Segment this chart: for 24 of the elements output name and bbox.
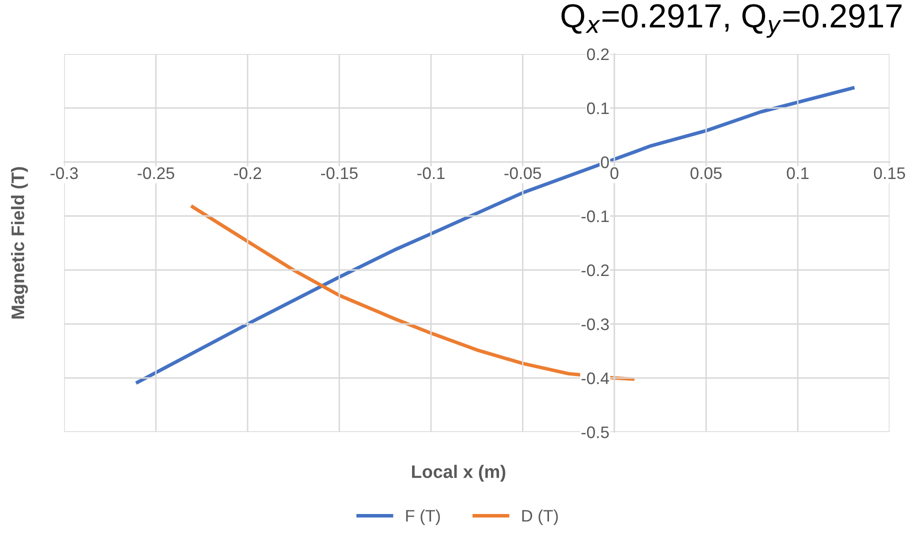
legend-label: F (T) [406, 509, 440, 525]
x-tick-label: 0.15 [874, 167, 906, 180]
y-axis-title: Magnetic Field (T) [11, 167, 28, 319]
x-tick-label: -0.15 [321, 167, 358, 180]
x-tick-label: -0.25 [138, 167, 174, 180]
legend-label: D (T) [522, 509, 558, 525]
x-tick-label: -0.3 [50, 167, 78, 180]
chart-title: Q$_{x}$=0.2917, Q$_{y}$=0.2917 [561, 4, 902, 38]
y-tick-label: 0 [600, 156, 609, 168]
y-tick-label: -0.4 [582, 372, 610, 384]
y-tick-label: -0.2 [582, 264, 609, 276]
y-tick-label: 0.1 [587, 102, 609, 114]
x-tick-label: 0 [610, 167, 618, 180]
y-tick-label: 0.2 [587, 48, 609, 60]
x-tick-label: 0.1 [786, 167, 809, 180]
x-tick-label: 0.05 [690, 167, 722, 180]
x-tick-label: -0.1 [417, 167, 445, 180]
line-series [136, 86, 855, 384]
y-tick-label: -0.5 [582, 426, 609, 438]
x-tick-label: -0.05 [504, 167, 541, 180]
y-tick-label: -0.3 [582, 318, 609, 330]
y-tick-label: -0.1 [582, 210, 609, 222]
x-tick-label: -0.2 [234, 167, 262, 180]
x-axis-title: Local x (m) [412, 464, 506, 482]
